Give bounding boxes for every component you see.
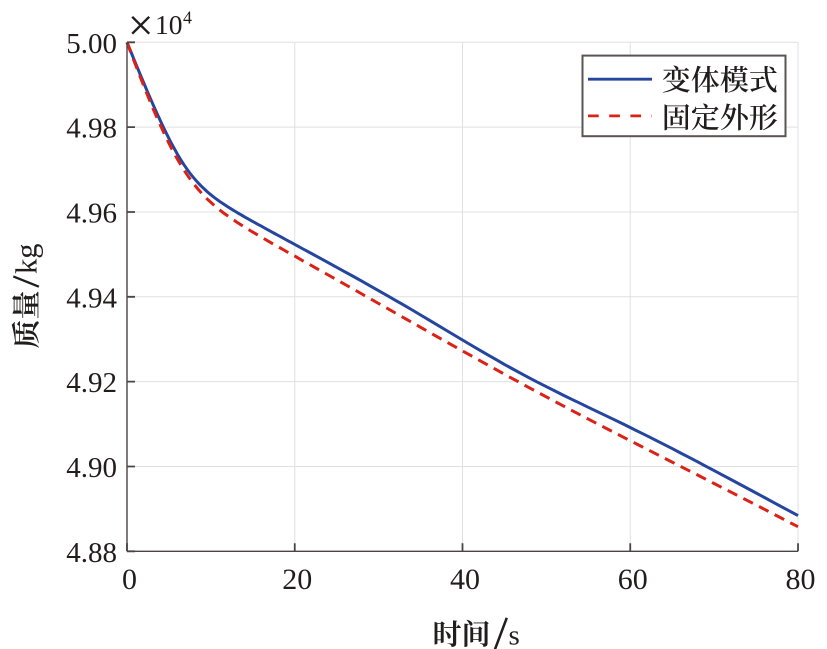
svg-text:4: 4: [183, 8, 192, 28]
svg-text:5.00: 5.00: [66, 28, 117, 60]
svg-text:40: 40: [450, 563, 480, 596]
svg-text:kg: kg: [10, 244, 44, 275]
svg-text:4.98: 4.98: [66, 113, 117, 145]
svg-text:10: 10: [155, 9, 183, 40]
svg-text:4.94: 4.94: [66, 282, 117, 314]
svg-text:4.92: 4.92: [66, 367, 117, 399]
svg-text:20: 20: [282, 563, 312, 596]
svg-text:0: 0: [122, 563, 137, 596]
svg-text:4.88: 4.88: [66, 537, 117, 569]
svg-text:80: 80: [786, 563, 816, 596]
svg-text:s: s: [509, 620, 520, 649]
svg-text:4.96: 4.96: [66, 198, 117, 230]
svg-text:4.90: 4.90: [66, 452, 117, 484]
svg-text:60: 60: [618, 563, 648, 596]
